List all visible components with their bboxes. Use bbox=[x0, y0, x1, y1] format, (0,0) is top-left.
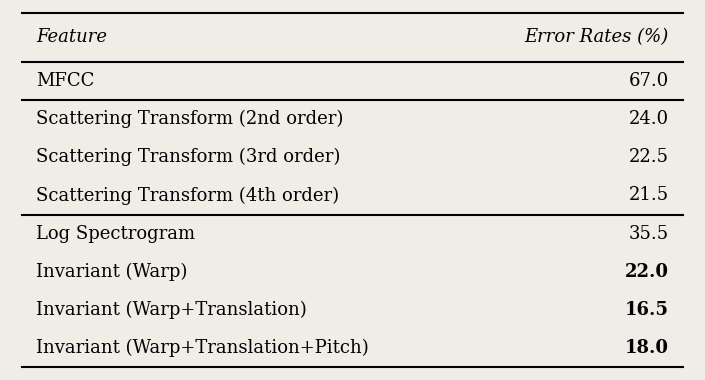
Text: Invariant (Warp+Translation+Pitch): Invariant (Warp+Translation+Pitch) bbox=[37, 339, 369, 357]
Text: Scattering Transform (4th order): Scattering Transform (4th order) bbox=[37, 186, 340, 204]
Text: 24.0: 24.0 bbox=[628, 110, 668, 128]
Text: Scattering Transform (2nd order): Scattering Transform (2nd order) bbox=[37, 110, 344, 128]
Text: Invariant (Warp): Invariant (Warp) bbox=[37, 263, 188, 281]
Text: Scattering Transform (3rd order): Scattering Transform (3rd order) bbox=[37, 148, 341, 166]
Text: 18.0: 18.0 bbox=[625, 339, 668, 357]
Text: Feature: Feature bbox=[37, 28, 107, 46]
Text: 67.0: 67.0 bbox=[628, 72, 668, 90]
Text: 21.5: 21.5 bbox=[628, 187, 668, 204]
Text: MFCC: MFCC bbox=[37, 72, 95, 90]
Text: 22.0: 22.0 bbox=[625, 263, 668, 281]
Text: 16.5: 16.5 bbox=[625, 301, 668, 319]
Text: Invariant (Warp+Translation): Invariant (Warp+Translation) bbox=[37, 301, 307, 319]
Text: 22.5: 22.5 bbox=[628, 148, 668, 166]
Text: 35.5: 35.5 bbox=[628, 225, 668, 242]
Text: Error Rates (%): Error Rates (%) bbox=[525, 28, 668, 46]
Text: Log Spectrogram: Log Spectrogram bbox=[37, 225, 195, 242]
